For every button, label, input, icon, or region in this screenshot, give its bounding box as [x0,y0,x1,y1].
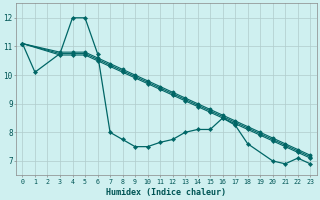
X-axis label: Humidex (Indice chaleur): Humidex (Indice chaleur) [106,188,226,197]
